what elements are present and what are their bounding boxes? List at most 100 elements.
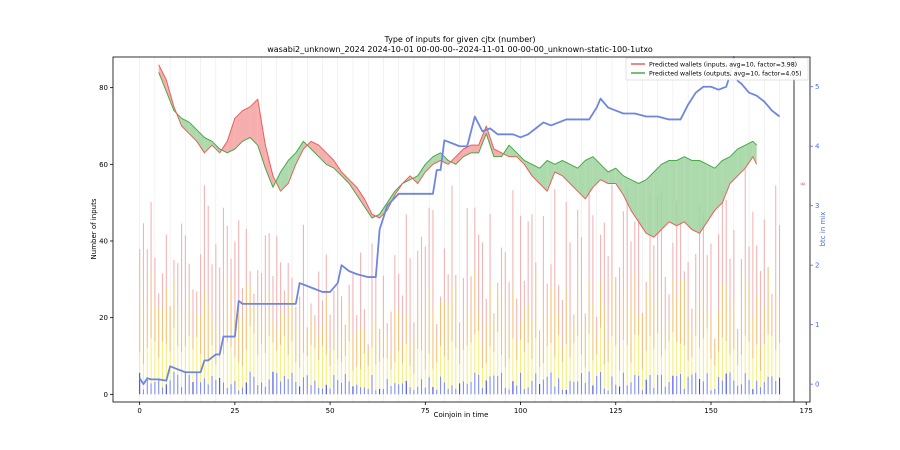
y2-axis-label: btc in mix: [819, 212, 827, 247]
difference-area-segment: [417, 164, 426, 184]
y-axis: 0 20 40 60 80: [99, 84, 113, 399]
difference-area-segment: [608, 168, 616, 184]
difference-area-segment: [714, 160, 723, 211]
difference-area-segment: [623, 175, 631, 211]
chart-subtitle: wasabi2_unknown_2024 2024-10-01 00-00-00…: [267, 45, 653, 54]
right-marker: ∞: [800, 180, 806, 188]
difference-area-segment: [737, 145, 746, 176]
wallet-difference-areas: [158, 64, 757, 238]
difference-area-segment: [653, 164, 662, 238]
x-tick-label: 125: [609, 407, 622, 415]
y-tick-label: 80: [99, 84, 108, 92]
difference-area-segment: [425, 156, 433, 172]
difference-area-segment: [212, 141, 220, 153]
difference-area-segment: [661, 160, 670, 230]
difference-area-segment: [288, 152, 296, 184]
y2-tick-label: 1: [815, 321, 819, 329]
y2-tick-label: 3: [815, 202, 819, 210]
difference-area-segment: [318, 145, 327, 165]
difference-area-segment: [539, 160, 548, 192]
difference-area-segment: [577, 160, 586, 199]
y2-tick-label: 5: [815, 83, 819, 91]
difference-area-segment: [745, 141, 753, 169]
plot-border: [112, 56, 811, 403]
difference-area-segment: [524, 160, 532, 176]
x-axis: 0 25 50 75 100 125 150 175: [137, 402, 813, 415]
difference-area-segment: [684, 156, 692, 230]
difference-area-segment: [311, 141, 319, 157]
x-tick-label: 75: [421, 407, 430, 415]
x-tick-label: 175: [800, 407, 813, 415]
difference-area-segment: [585, 156, 593, 199]
difference-area-segment: [562, 160, 571, 184]
difference-area-segment: [250, 99, 258, 146]
series-lines: [138, 56, 781, 386]
legend-label: Predicted wallets (outputs, avg=10, fact…: [649, 70, 802, 77]
series-line-outputs: [158, 72, 758, 219]
difference-area-segment: [158, 64, 167, 92]
x-axis-label: Coinjoin in time: [434, 411, 489, 419]
difference-area-segment: [699, 160, 708, 234]
x-tick-label: 25: [230, 407, 239, 415]
difference-area-segment: [691, 160, 700, 234]
difference-area-segment: [196, 129, 205, 153]
difference-area-segment: [509, 145, 517, 157]
difference-area-segment: [570, 164, 578, 192]
input-type-bars: [139, 169, 781, 395]
difference-area-segment: [326, 152, 334, 169]
y-tick-label: 20: [99, 314, 108, 322]
difference-area-segment: [531, 164, 540, 184]
difference-area-segment: [356, 187, 365, 207]
difference-area-segment: [516, 152, 525, 165]
difference-area-segment: [486, 126, 494, 157]
y-axis-label: Number of inputs: [90, 198, 98, 259]
chart-title: Type of inputs for given cjtx (number): [383, 35, 535, 44]
y2-tick-label: 2: [815, 262, 819, 270]
y-tick-label: 40: [99, 238, 108, 246]
y2-axis: 0 1 2 3 4 5: [810, 83, 820, 389]
difference-area-segment: [615, 168, 624, 195]
y-tick-label: 60: [99, 161, 108, 169]
series-line-btc-in-mix: [138, 56, 781, 386]
difference-area-segment: [455, 149, 464, 165]
difference-area-segment: [722, 156, 731, 203]
difference-area-segment: [227, 118, 235, 153]
difference-area-segment: [371, 214, 380, 218]
difference-area-segment: [257, 99, 266, 169]
x-tick-label: 150: [704, 407, 717, 415]
difference-area-segment: [646, 172, 654, 238]
difference-area-segment: [707, 164, 715, 222]
difference-area-segment: [341, 172, 350, 184]
x-tick-label: 0: [137, 407, 141, 415]
legend-label: Predicted wallets (inputs, avg=10, facto…: [649, 61, 797, 68]
plot-frame: [113, 57, 810, 402]
difference-area-segment: [471, 145, 479, 153]
difference-area-segment: [630, 179, 639, 222]
difference-area-segment: [303, 141, 312, 149]
difference-area-segment: [676, 156, 685, 226]
difference-area-segment: [478, 126, 487, 153]
y2-tick-label: 0: [815, 381, 819, 389]
difference-area-segment: [547, 160, 555, 192]
difference-area-segment: [349, 179, 357, 195]
difference-area-segment: [280, 160, 289, 192]
x-tick-label: 50: [326, 407, 335, 415]
difference-area-segment: [379, 202, 388, 218]
difference-area-segment: [265, 145, 273, 188]
difference-area-segment: [204, 137, 213, 153]
difference-area-segment: [730, 149, 738, 184]
difference-area-segment: [554, 160, 563, 176]
difference-area-segment: [669, 160, 677, 226]
y-tick-label: 0: [104, 391, 108, 399]
difference-area-segment: [600, 164, 609, 184]
difference-area-segment: [493, 149, 502, 157]
difference-area-segment: [592, 156, 601, 188]
difference-area-segment: [295, 141, 304, 165]
y2-tick-label: 4: [815, 143, 820, 151]
legend: Predicted wallets (inputs, avg=10, facto…: [625, 57, 809, 81]
difference-area-segment: [638, 179, 647, 234]
difference-area-segment: [463, 145, 472, 157]
difference-area-segment: [181, 118, 190, 134]
difference-area-segment: [333, 160, 342, 176]
